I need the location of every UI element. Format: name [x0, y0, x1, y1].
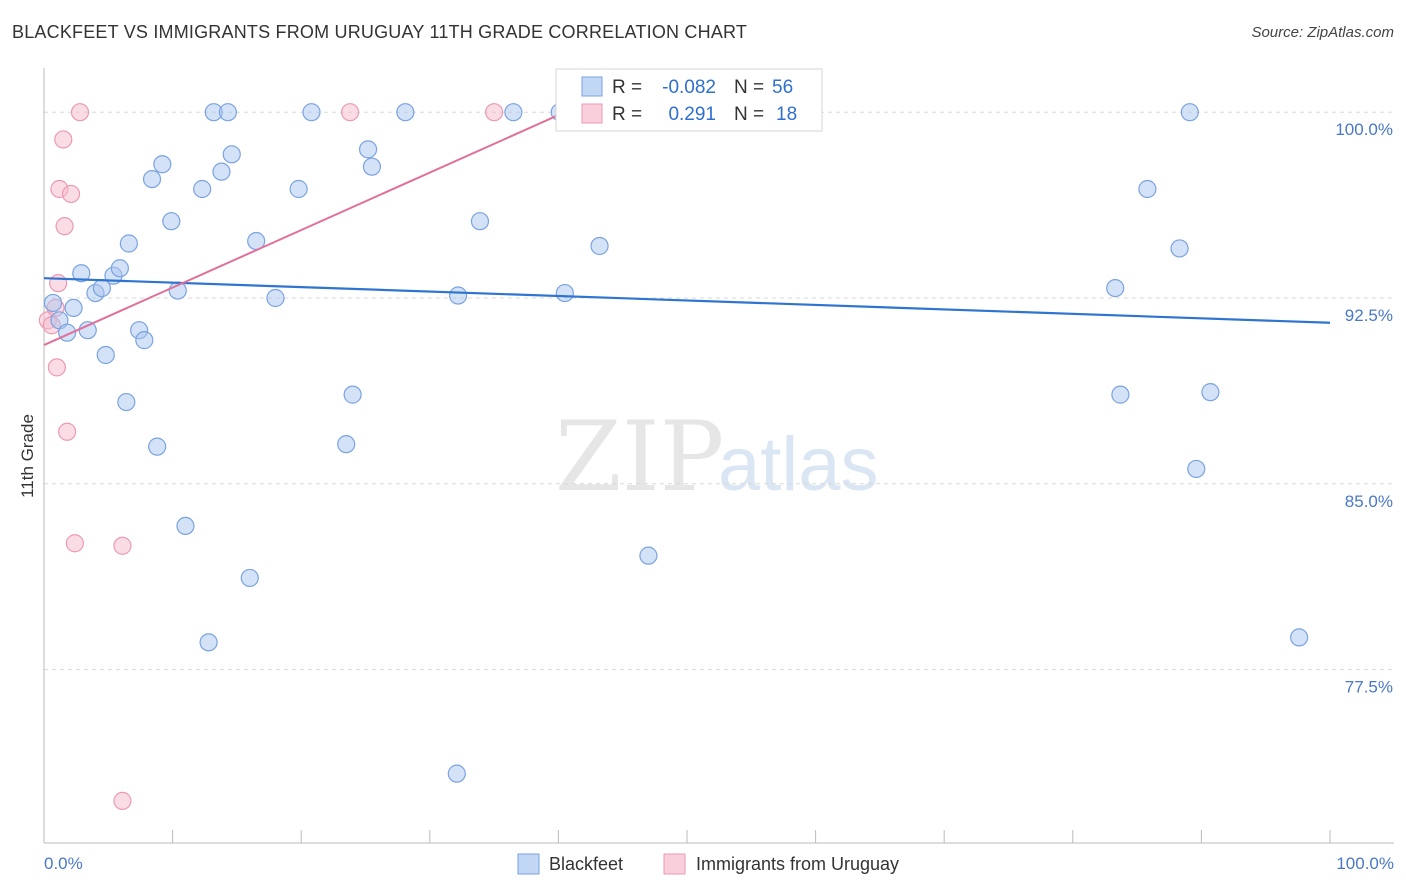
blackfeet-point — [266, 288, 285, 308]
source-label: Source: ZipAtlas.com — [1251, 24, 1394, 41]
uruguay-point — [58, 422, 77, 441]
trend-line-blackfeet — [43, 277, 1331, 324]
legend-swatch-uruguay — [663, 853, 686, 875]
blackfeet-point — [590, 236, 609, 256]
stats-r-label-2: R = — [612, 104, 642, 125]
blackfeet-point — [240, 568, 259, 588]
blackfeet-point — [289, 179, 308, 199]
chart-title: BLACKFEET VS IMMIGRANTS FROM URUGUAY 11T… — [12, 22, 748, 42]
blackfeet-point — [448, 286, 468, 305]
blackfeet-point — [119, 234, 138, 253]
uruguay-point — [55, 217, 74, 236]
blackfeet-point — [135, 331, 154, 350]
legend-label-blackfeet: Blackfeet — [549, 854, 623, 874]
blackfeet-point — [96, 345, 115, 365]
blackfeet-point — [117, 392, 136, 412]
blackfeet-point — [1170, 239, 1189, 258]
blackfeet-point — [1187, 459, 1206, 479]
blackfeet-point — [199, 633, 218, 652]
blackfeet-point — [1111, 385, 1130, 404]
blackfeet-point — [1138, 179, 1157, 199]
uruguay-point — [65, 534, 84, 553]
x-tick-label-max: 100.0% — [1336, 854, 1394, 873]
stats-swatch-blue — [581, 76, 603, 97]
x-axis-ticks — [172, 830, 1331, 843]
blackfeet-point — [343, 385, 362, 404]
blackfeet-point — [176, 516, 195, 536]
blackfeet-point — [504, 103, 523, 122]
blackfeet-point — [43, 293, 63, 313]
blackfeet-point — [142, 169, 162, 189]
blackfeet-point — [337, 435, 356, 454]
uruguay-point — [54, 130, 73, 149]
blackfeet-point — [1106, 278, 1125, 298]
legend-label-uruguay: Immigrants from Uruguay — [696, 854, 899, 874]
blackfeet-point — [1201, 383, 1220, 402]
blackfeet-point — [78, 321, 97, 340]
blackfeet-point — [193, 179, 212, 199]
uruguay-point — [485, 103, 504, 122]
blackfeet-point — [1290, 628, 1309, 647]
blackfeet-point — [447, 764, 466, 783]
y-tick-label: 85.0% — [1345, 492, 1393, 511]
uruguay-point — [113, 536, 132, 555]
stats-r-label-1: R = — [612, 77, 642, 98]
blackfeet-point — [153, 155, 172, 174]
y-axis-title: 11th Grade — [18, 414, 37, 498]
blackfeet-point — [362, 157, 382, 176]
blackfeet-point — [222, 145, 241, 164]
stats-r-value-2: 0.291 — [668, 104, 716, 125]
stats-n-label-1: N = — [734, 77, 764, 98]
blackfeet-point — [555, 283, 574, 303]
uruguay-point — [340, 103, 360, 122]
stats-n-label-2: N = — [734, 104, 764, 125]
blackfeet-point — [148, 437, 167, 456]
series-blackfeet — [43, 103, 1309, 783]
legend-swatch-blackfeet — [517, 853, 540, 875]
watermark-atlas: atlas — [718, 422, 879, 507]
blackfeet-point — [212, 162, 231, 181]
stats-r-value-1: -0.082 — [662, 77, 716, 98]
series-immigrants-uruguay — [38, 103, 504, 810]
blackfeet-point — [302, 103, 321, 122]
blackfeet-point — [470, 212, 490, 231]
stats-swatch-pink — [581, 103, 603, 124]
y-tick-label: 92.5% — [1345, 306, 1393, 325]
y-tick-label: 100.0% — [1335, 120, 1393, 139]
blackfeet-point — [162, 212, 181, 231]
watermark-zip: ZIP — [555, 401, 724, 513]
blackfeet-point — [218, 103, 237, 122]
uruguay-point — [47, 358, 66, 377]
stats-box: R = -0.082 N = 56 R = 0.291 N = 18 — [555, 68, 823, 132]
blackfeet-point — [1180, 103, 1199, 122]
y-tick-labels: 77.5% 85.0% 92.5% 100.0% — [1335, 120, 1393, 696]
uruguay-point — [61, 184, 81, 204]
blackfeet-point — [358, 140, 378, 159]
legend: Blackfeet Immigrants from Uruguay — [517, 853, 899, 875]
blackfeet-point — [72, 264, 91, 283]
stats-n-value-2: 18 — [776, 104, 797, 125]
blackfeet-point — [639, 546, 658, 565]
blackfeet-point — [110, 259, 129, 278]
stats-n-value-1: 56 — [772, 77, 793, 98]
blackfeet-point — [64, 298, 83, 318]
y-tick-label: 77.5% — [1345, 678, 1393, 697]
uruguay-point — [70, 103, 90, 122]
uruguay-point — [49, 274, 68, 293]
trend-line-uruguay — [43, 111, 566, 346]
blackfeet-point — [396, 103, 415, 122]
x-tick-label-min: 0.0% — [44, 854, 83, 873]
uruguay-point — [113, 791, 132, 810]
